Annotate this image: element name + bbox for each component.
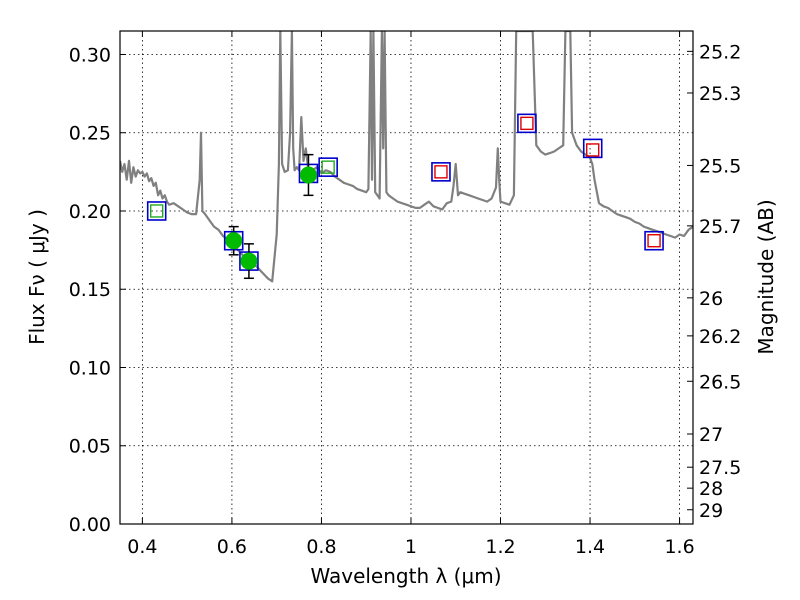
right-tick-label: 28 bbox=[699, 478, 723, 500]
markers bbox=[146, 113, 664, 280]
observed-square bbox=[321, 160, 335, 174]
model-photometry-square bbox=[431, 162, 451, 182]
right-tick-label: 25.3 bbox=[699, 83, 741, 105]
y-tick-label: 0.30 bbox=[69, 44, 111, 66]
right-axis-label: Magnitude (AB) bbox=[754, 199, 778, 354]
observed-point bbox=[240, 252, 258, 270]
ticks: 0.4 0.6 0.8 1 1.2 1.4 1.6 0.00 0.05 0.10 0.15 0.20 0… bbox=[69, 31, 741, 558]
y-tick-label: 0.00 bbox=[69, 514, 111, 536]
data-area bbox=[120, 31, 693, 283]
observed-point bbox=[299, 166, 317, 184]
y-tick-label: 0.10 bbox=[69, 357, 111, 379]
x-tick-label: 1.2 bbox=[485, 536, 515, 558]
observed-point bbox=[225, 232, 243, 250]
right-tick-label: 27 bbox=[699, 424, 723, 446]
plot-frame bbox=[119, 30, 694, 525]
x-tick-label: 0.6 bbox=[217, 536, 247, 558]
right-tick-label: 25.5 bbox=[699, 155, 741, 177]
observed-square bbox=[586, 143, 600, 157]
x-tick-label: 1.6 bbox=[664, 536, 694, 558]
observed-square bbox=[434, 165, 448, 179]
right-tick-label: 27.5 bbox=[699, 457, 741, 479]
x-tick-label: 1.4 bbox=[575, 536, 605, 558]
y-tick-label: 0.20 bbox=[69, 201, 111, 223]
x-tick-label: 0.8 bbox=[306, 536, 336, 558]
model-photometry-square bbox=[318, 157, 338, 177]
grid bbox=[120, 31, 693, 525]
x-axis-label: Wavelength λ (μm) bbox=[310, 564, 501, 588]
y-tick-label: 0.05 bbox=[69, 436, 111, 458]
model-photometry-square bbox=[146, 201, 167, 221]
right-tick-label: 25.7 bbox=[699, 216, 741, 238]
right-tick-label: 26.2 bbox=[699, 326, 741, 348]
model-photometry-square bbox=[582, 138, 603, 159]
observed-square bbox=[647, 234, 661, 248]
x-tick-label: 0.4 bbox=[127, 536, 157, 558]
y-tick-label: 0.15 bbox=[69, 279, 111, 301]
right-tick-label: 29 bbox=[699, 500, 723, 522]
right-tick-label: 26 bbox=[699, 288, 723, 310]
observed-square bbox=[150, 204, 164, 218]
right-tick-label: 25.2 bbox=[699, 41, 741, 63]
model-photometry-square bbox=[517, 113, 537, 134]
x-tick-label: 1 bbox=[405, 536, 417, 558]
right-tick-label: 26.5 bbox=[699, 371, 741, 393]
y-tick-label: 0.25 bbox=[69, 123, 111, 145]
y-axis-label: Flux Fν ( μJy ) bbox=[25, 209, 49, 345]
model-spectrum-line bbox=[120, 31, 693, 283]
observed-square bbox=[520, 116, 534, 131]
model-photometry-square bbox=[644, 230, 664, 251]
